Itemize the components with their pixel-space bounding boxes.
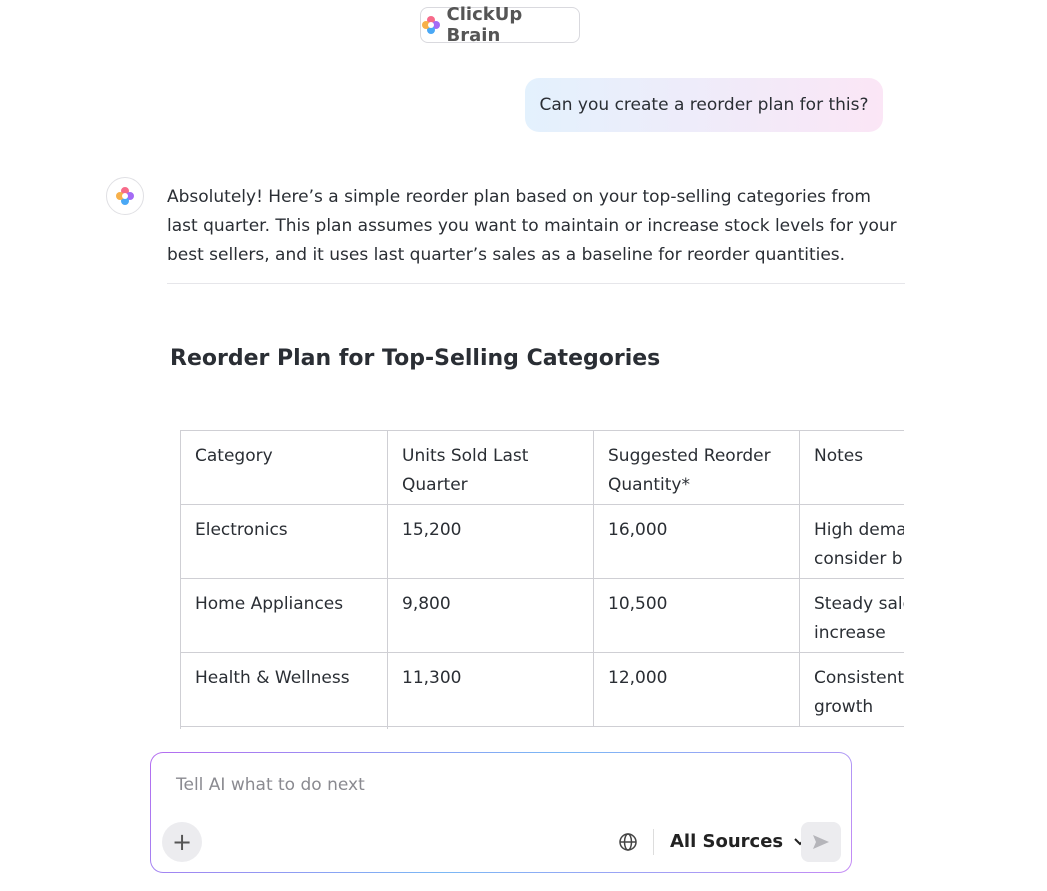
column-header: Category [180,430,388,505]
table-cell: Electronics [180,504,388,579]
cell-line: Steady sale [814,594,904,614]
table-cell: Health & Wellness [180,652,388,727]
cell-line: consider b [814,549,903,569]
divider [167,283,905,284]
ai-avatar [106,177,144,215]
table-container: Category Units Sold Last Quarter Suggested… [180,430,904,729]
table-cell: Consistent growth [799,652,904,727]
column-header: Units Sold Last Quarter [387,430,594,505]
logo [116,187,134,205]
sources-dropdown[interactable]: All Sources [670,831,807,852]
table-row: Electronics 15,200 16,000 High dema consider… [180,504,904,579]
table-cell: 10,500 [593,578,800,653]
user-message: Can you create a reorder plan for this? [525,78,883,132]
header-title: ClickUp Brain [446,4,523,46]
separator [653,829,654,855]
table-cell: 16,000 [593,504,800,579]
send-button[interactable] [801,822,841,862]
cell-line: Consistent [814,668,904,688]
response-text: Absolutely! Here’s a simple reorder plan… [167,187,897,265]
header-row: Category Units Sold Last Quarter Suggested… [180,430,904,505]
cell-line: increase [814,623,886,643]
send-icon [813,835,829,849]
table-cell: Home Appliances [180,578,388,653]
response-heading: Reorder Plan for Top-Selling Categories [170,346,661,371]
logo [422,16,440,34]
input-placeholder[interactable]: Tell AI what to do next [176,775,365,795]
table-cell: Steady sale increase [799,578,904,653]
brain-header[interactable]: ClickUp Brain [420,4,580,46]
table-row: Home Appliances 9,800 10,500 Steady sale inc… [180,578,904,653]
table-cell [180,726,388,729]
table-row [180,726,905,729]
table-cell: 12,000 [593,652,800,727]
table-cell: 11,300 [387,652,594,727]
cell-line: growth [814,697,874,717]
column-header: Notes [799,430,904,505]
table-cell: 15,200 [387,504,594,579]
column-header: Suggested Reorder Quantity* [593,430,800,505]
sources-label[interactable]: All Sources [670,831,784,852]
globe-icon[interactable] [618,832,638,852]
reorder-table: Category Units Sold Last Quarter Suggested… [180,430,904,729]
table-cell: 9,800 [387,578,594,653]
cell-line: High dema [814,520,904,540]
add-button[interactable]: + [162,822,202,862]
table-cell: High dema consider b [799,504,904,579]
table-row: Health & Wellness 11,300 12,000 Consistent g… [180,652,904,727]
input-box[interactable]: Tell AI what to do next + All Sources [150,752,852,873]
